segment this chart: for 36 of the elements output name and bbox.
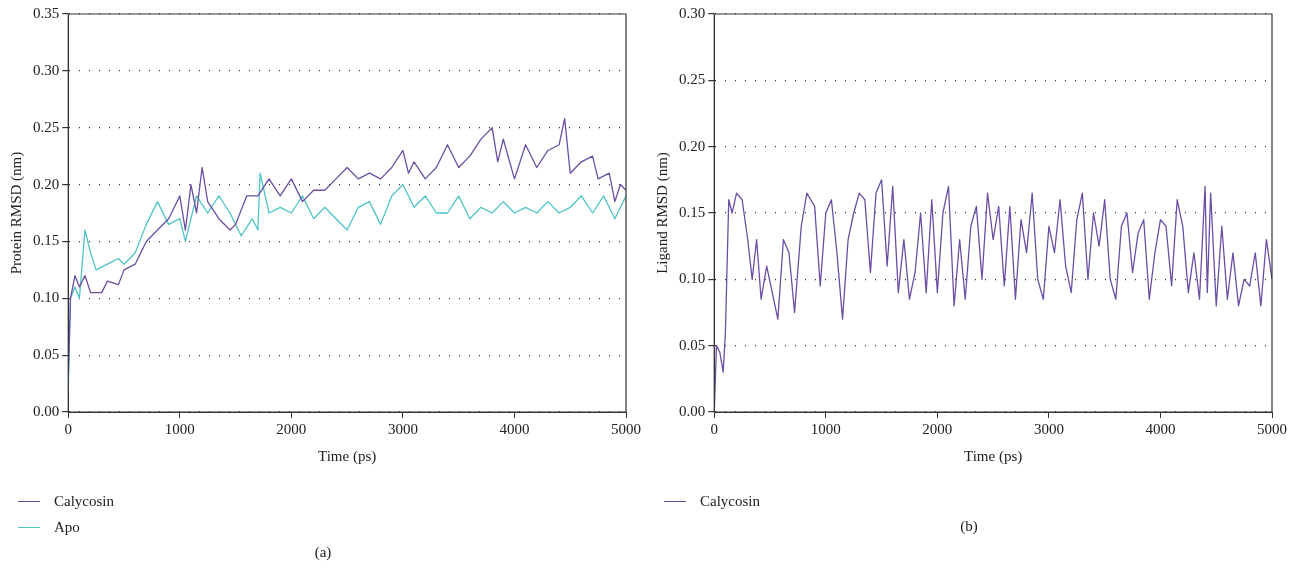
y-tick-label: 0.10 <box>33 289 60 306</box>
y-tick-label: 0.25 <box>679 71 706 88</box>
x-tick-label: 5000 <box>1257 420 1287 437</box>
x-tick-label: 3000 <box>387 420 418 437</box>
legend-label: Calycosin <box>700 492 760 510</box>
x-axis-title: Time (ps) <box>318 447 377 465</box>
text: (b) <box>959 518 979 535</box>
y-tick-label: 0.30 <box>679 4 706 21</box>
x-axis-title: Time (ps) <box>964 447 1023 465</box>
x-tick-label: 0 <box>710 420 718 437</box>
x-tick-label: 5000 <box>611 420 641 437</box>
y-axis-title: Protein RMSD (nm) <box>7 151 25 275</box>
y-tick-label: 0.00 <box>679 402 706 419</box>
x-tick-label: 1000 <box>164 420 195 437</box>
text: (a) <box>313 544 333 561</box>
y-tick-label: 0.05 <box>33 346 60 363</box>
y-tick-label: 0.20 <box>679 137 706 154</box>
x-tick-label: 2000 <box>922 420 953 437</box>
x-tick-label: 3000 <box>1033 420 1064 437</box>
y-tick-label: 0.15 <box>679 203 706 220</box>
y-tick-label: 0.00 <box>33 402 60 419</box>
legend-label: Apo <box>54 518 80 536</box>
y-tick-label: 0.10 <box>679 270 706 287</box>
x-tick-label: 1000 <box>810 420 841 437</box>
x-tick-label: 2000 <box>276 420 307 437</box>
y-tick-label: 0.05 <box>679 336 706 353</box>
x-tick-label: 4000 <box>1145 420 1176 437</box>
y-tick-label: 0.20 <box>33 175 60 192</box>
legend-label: Calycosin <box>54 492 114 510</box>
x-tick-label: 0 <box>64 420 72 437</box>
y-tick-label: 0.25 <box>33 118 60 135</box>
y-tick-label: 0.15 <box>33 232 60 249</box>
y-tick-label: 0.30 <box>33 61 60 78</box>
y-axis-title: Ligand RMSD (nm) <box>653 152 671 274</box>
y-tick-label: 0.35 <box>33 4 60 21</box>
x-tick-label: 4000 <box>499 420 530 437</box>
